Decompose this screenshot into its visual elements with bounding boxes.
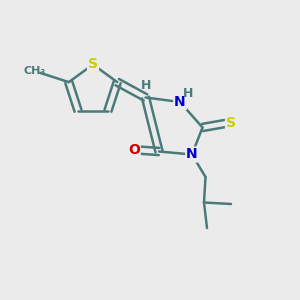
Text: H: H (183, 87, 194, 100)
Text: S: S (226, 116, 236, 130)
Text: CH₃: CH₃ (24, 66, 46, 76)
Text: O: O (128, 143, 140, 157)
Text: H: H (141, 79, 151, 92)
Text: N: N (174, 95, 186, 109)
Text: S: S (88, 58, 98, 71)
Text: N: N (186, 148, 198, 161)
